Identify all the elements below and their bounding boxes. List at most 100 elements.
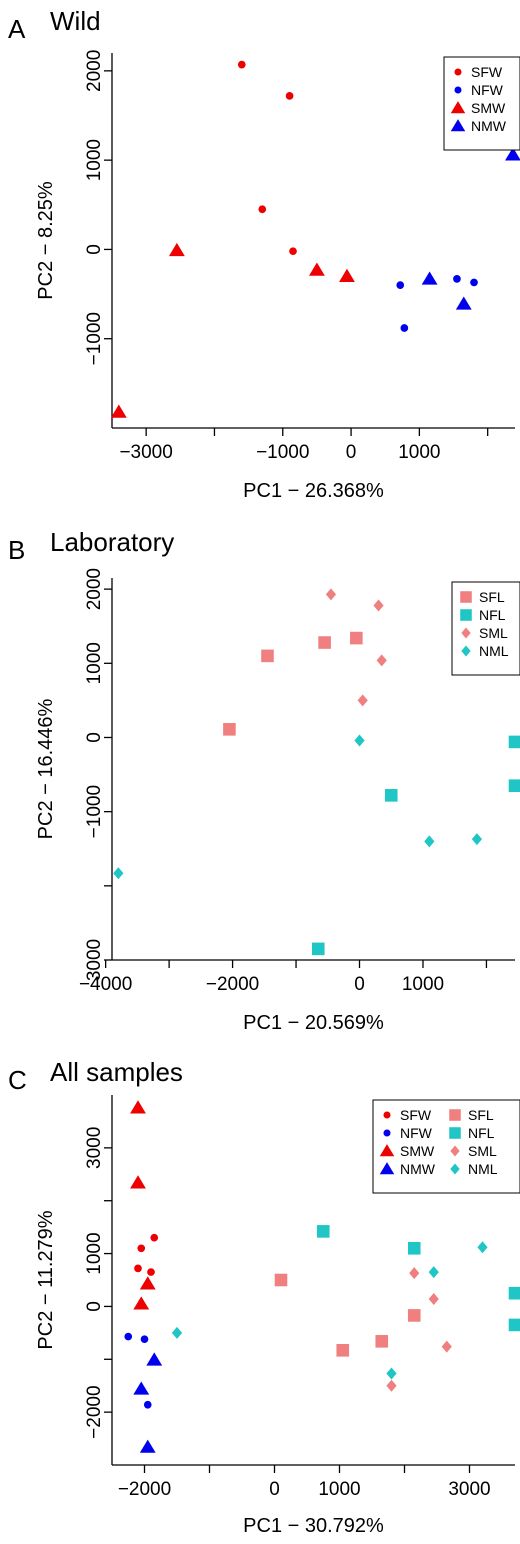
data-point xyxy=(384,789,398,802)
data-point xyxy=(289,247,297,256)
legend-marker xyxy=(449,1109,461,1121)
panel-a: A Wild −3000 −1000 0 1000 2000 1000 0 −1000 PC1 − … xyxy=(8,6,520,502)
data-point xyxy=(350,631,363,645)
legend-label: SFL xyxy=(479,589,505,605)
data-point xyxy=(375,1335,389,1348)
legend-label: NML xyxy=(479,643,509,659)
data-point xyxy=(171,1326,183,1339)
data-point xyxy=(508,735,520,749)
legend-marker xyxy=(454,86,462,94)
legend: SFL NFL SML NML xyxy=(451,581,520,676)
legend-label: SMW xyxy=(471,100,506,116)
data-point xyxy=(261,649,274,663)
legend-label: NFW xyxy=(471,82,504,98)
data-point xyxy=(318,636,331,649)
data-point xyxy=(453,275,461,283)
legend-box xyxy=(372,1099,520,1194)
data-point xyxy=(146,1352,163,1366)
legend-marker xyxy=(450,1145,460,1157)
data-point xyxy=(134,1264,142,1273)
y-tick-label: −2000 xyxy=(84,1385,105,1438)
series-nmw xyxy=(421,147,520,310)
data-point xyxy=(339,268,355,282)
y-tick-label: −1000 xyxy=(84,312,105,365)
data-point xyxy=(441,1340,452,1353)
series-sml xyxy=(325,588,387,707)
series-nfw xyxy=(396,275,478,332)
y-tick-label: 0 xyxy=(84,1301,105,1312)
series-nfl xyxy=(311,735,520,956)
legend-label: SFW xyxy=(400,1107,432,1123)
series-smw xyxy=(130,1100,156,1310)
data-point xyxy=(274,1273,288,1287)
panel-letter: B xyxy=(8,535,25,565)
legend-label: NFL xyxy=(468,1125,495,1141)
data-point xyxy=(133,1381,150,1395)
data-point xyxy=(424,835,435,848)
x-axis-label: PC1 − 26.368% xyxy=(243,480,384,502)
legend-marker xyxy=(461,645,471,657)
data-point xyxy=(386,1379,397,1392)
x-tick-label: −2000 xyxy=(118,1479,171,1500)
y-tick-label: 2000 xyxy=(84,568,105,610)
legend-label: SFL xyxy=(468,1107,494,1123)
y-tick-label: 1000 xyxy=(84,642,105,684)
x-tick-label: 0 xyxy=(346,442,357,463)
data-point xyxy=(336,1344,350,1357)
panel-letter: A xyxy=(8,14,26,44)
data-point xyxy=(150,1233,159,1242)
series-nml xyxy=(171,1241,488,1380)
legend-marker xyxy=(461,627,471,639)
legend-marker xyxy=(454,68,462,76)
series-nfl xyxy=(316,1225,520,1332)
legend-label: SFW xyxy=(471,64,503,80)
x-tick-label: 1000 xyxy=(318,1479,360,1500)
data-point xyxy=(505,147,520,161)
data-point xyxy=(113,867,124,880)
series-sfl xyxy=(274,1273,421,1357)
data-point xyxy=(139,1276,156,1290)
series-smw xyxy=(110,242,355,418)
data-point xyxy=(285,92,294,100)
y-tick-label: 1000 xyxy=(84,1232,105,1274)
x-axis-label: PC1 − 30.792% xyxy=(243,1515,384,1537)
panel-title: Wild xyxy=(50,6,101,36)
legend-marker xyxy=(379,1144,395,1157)
y-tick-label: 0 xyxy=(84,244,105,255)
x-tick-label: 0 xyxy=(354,974,365,995)
data-point xyxy=(477,1241,488,1254)
y-axis-label: PC2 − 11.279% xyxy=(35,1210,57,1349)
data-point xyxy=(428,1266,439,1279)
data-point xyxy=(376,654,387,667)
legend: SFW NFW SMW NMW xyxy=(443,56,520,151)
data-point xyxy=(133,1296,150,1310)
data-point xyxy=(396,281,405,289)
legend-label: SML xyxy=(479,625,508,641)
data-point xyxy=(140,1335,149,1344)
y-tick-label: 2000 xyxy=(84,50,105,92)
data-point xyxy=(311,942,325,956)
y-tick-label: 0 xyxy=(84,732,105,743)
data-point xyxy=(428,1293,439,1306)
data-point xyxy=(137,1244,146,1253)
series-nmw xyxy=(133,1352,163,1453)
data-point xyxy=(400,324,409,332)
series-nfw xyxy=(124,1332,152,1409)
data-point xyxy=(139,1439,156,1453)
legend-marker xyxy=(450,1163,460,1175)
series-sml xyxy=(386,1267,452,1392)
data-point xyxy=(471,833,483,846)
legend-marker xyxy=(383,1111,391,1119)
legend-label: NFW xyxy=(400,1125,433,1141)
series-nml xyxy=(113,734,483,880)
legend-marker xyxy=(379,1162,395,1175)
y-tick-label: 3000 xyxy=(84,1127,105,1169)
series-sfw xyxy=(134,1233,159,1276)
data-point xyxy=(143,1400,152,1409)
legend-marker xyxy=(450,119,466,132)
panel-letter: C xyxy=(8,1065,27,1095)
data-point xyxy=(455,296,472,310)
series-sfl xyxy=(223,631,363,736)
legend-box xyxy=(451,581,520,676)
